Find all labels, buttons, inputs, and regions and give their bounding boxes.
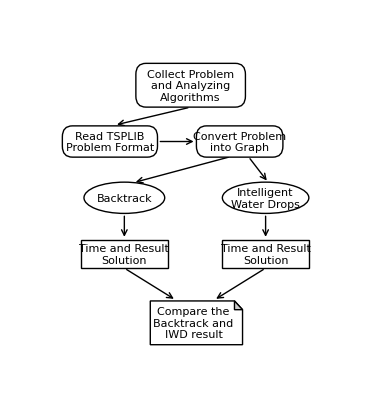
Text: Intelligent
Water Drops: Intelligent Water Drops	[231, 188, 300, 209]
FancyBboxPatch shape	[136, 64, 246, 108]
FancyBboxPatch shape	[196, 126, 283, 158]
Text: Backtrack: Backtrack	[96, 193, 152, 203]
Polygon shape	[234, 301, 243, 310]
Text: Compare the
Backtrack and
IWD result: Compare the Backtrack and IWD result	[153, 307, 234, 339]
Text: Read TSPLIB
Problem Format: Read TSPLIB Problem Format	[66, 131, 154, 153]
Text: Time and Result
Solution: Time and Result Solution	[221, 244, 311, 265]
FancyBboxPatch shape	[62, 126, 157, 158]
Bar	[222, 241, 309, 269]
Polygon shape	[150, 301, 243, 345]
Text: Collect Problem
and Analyzing
Algorithms: Collect Problem and Analyzing Algorithms	[147, 70, 234, 102]
Ellipse shape	[84, 183, 165, 214]
Text: Time and Result
Solution: Time and Result Solution	[79, 244, 169, 265]
Text: Convert Problem
into Graph: Convert Problem into Graph	[193, 131, 286, 153]
Ellipse shape	[222, 183, 309, 214]
Bar	[81, 241, 168, 269]
